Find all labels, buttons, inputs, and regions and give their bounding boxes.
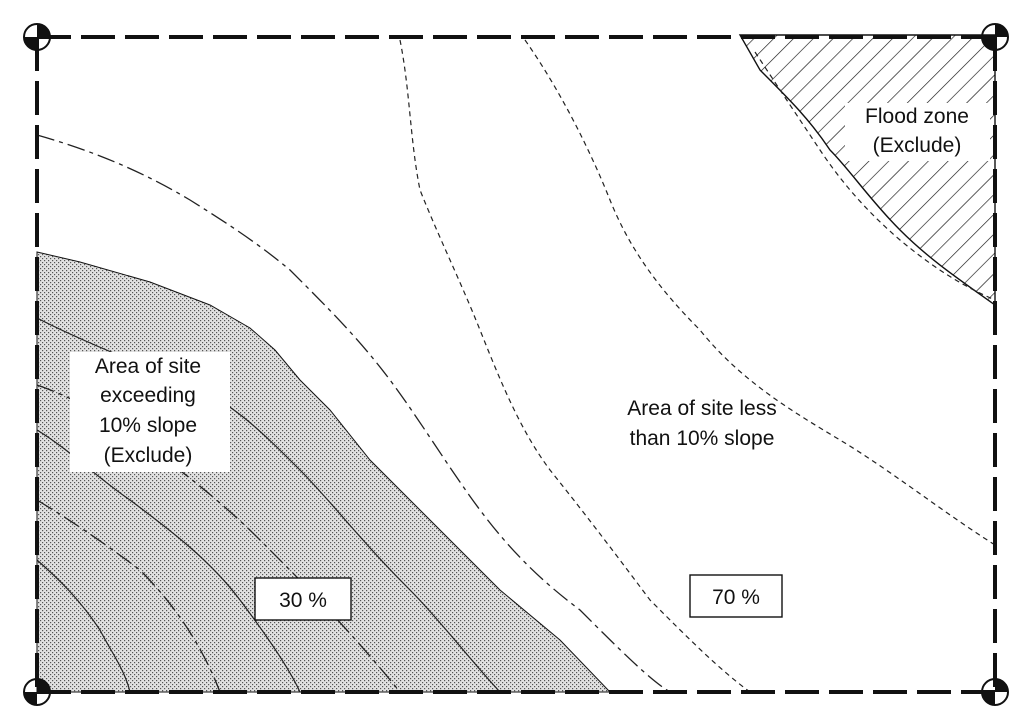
- gentle-area-label-line1: Area of site less: [627, 397, 776, 420]
- corner-marker-top-left: [24, 24, 50, 50]
- flood-zone-label-line2: (Exclude): [873, 134, 962, 157]
- steep-area-label-line1: Area of site: [95, 355, 201, 378]
- gentle-percent-label: 70 %: [712, 586, 760, 609]
- flood-zone-label-line1: Flood zone: [865, 105, 969, 128]
- gentle-area-label-line2: than 10% slope: [630, 427, 775, 450]
- steep-area-label-line3: 10% slope: [99, 414, 197, 437]
- corner-marker-top-right: [982, 24, 1008, 50]
- steep-area-label-line2: exceeding: [100, 384, 196, 407]
- steep-percent-label: 30 %: [279, 589, 327, 612]
- corner-marker-bottom-left: [24, 679, 50, 705]
- steep-area-label-line4: (Exclude): [104, 444, 193, 467]
- corner-marker-bottom-right: [982, 679, 1008, 705]
- flood-zone-area: [740, 35, 995, 305]
